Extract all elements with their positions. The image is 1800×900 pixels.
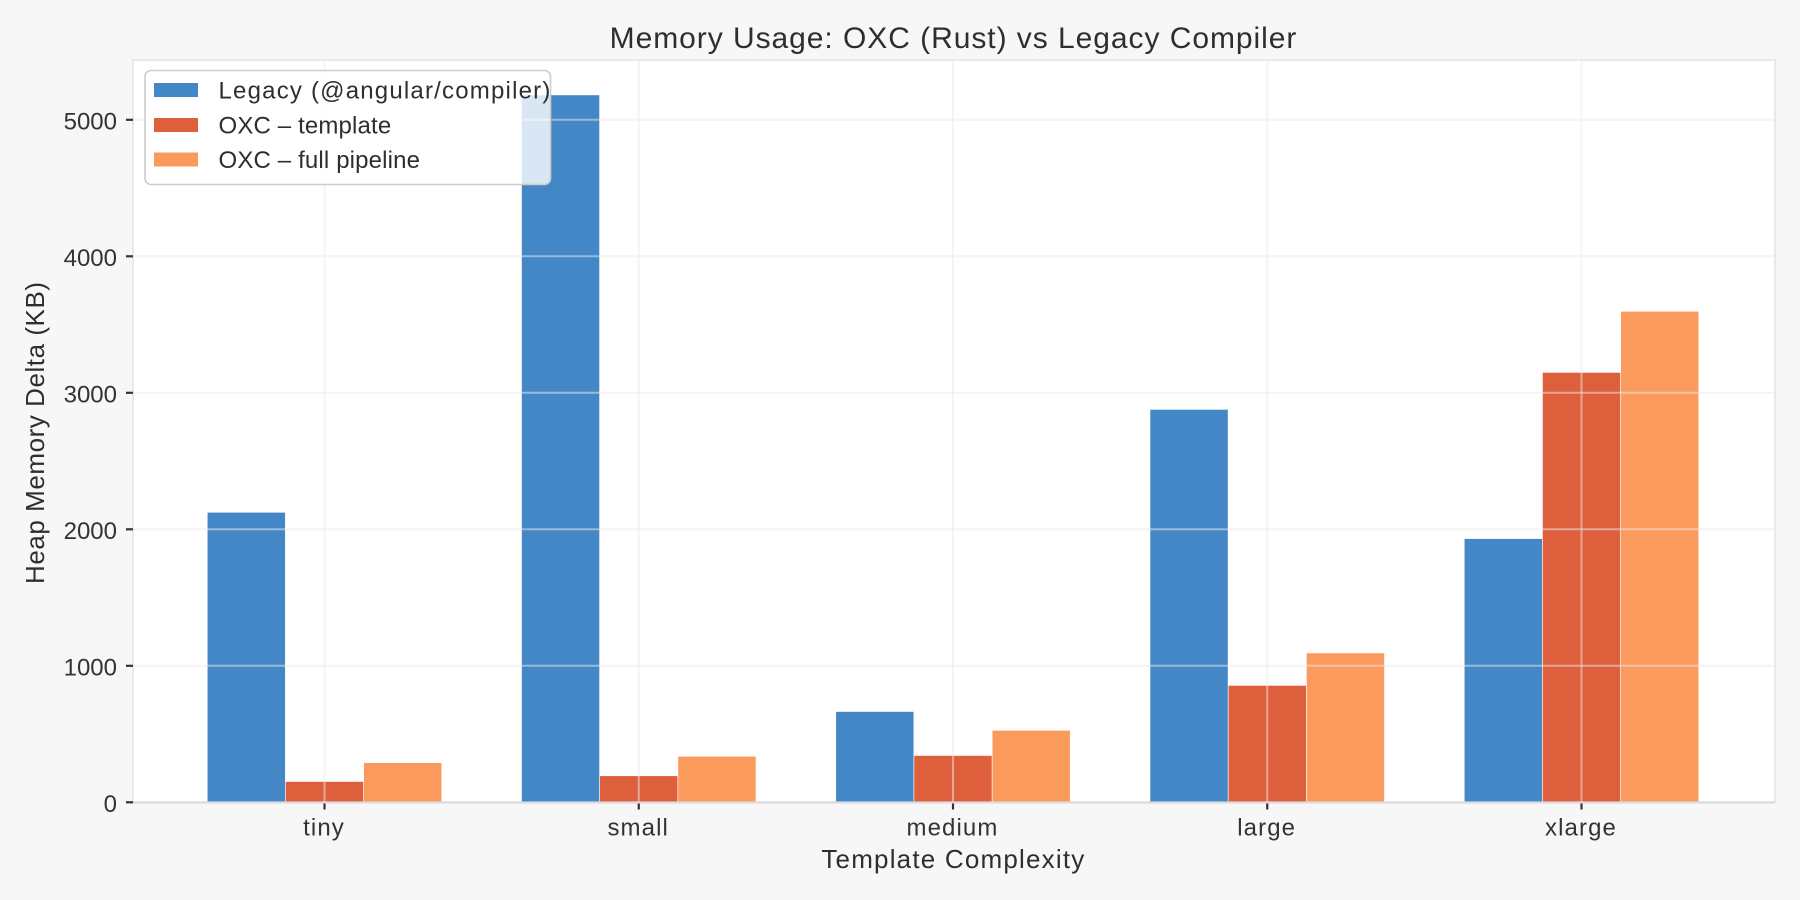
svg-text:OXC – full pipeline: OXC – full pipeline bbox=[219, 147, 421, 174]
svg-text:tiny: tiny bbox=[303, 815, 345, 842]
svg-text:medium: medium bbox=[907, 815, 999, 842]
svg-text:5000: 5000 bbox=[64, 109, 117, 136]
svg-text:large: large bbox=[1237, 815, 1296, 842]
svg-text:OXC – template: OXC – template bbox=[219, 113, 392, 140]
svg-text:2000: 2000 bbox=[64, 518, 117, 545]
svg-text:0: 0 bbox=[104, 791, 117, 818]
svg-text:xlarge: xlarge bbox=[1545, 815, 1617, 842]
svg-text:1000: 1000 bbox=[64, 655, 117, 682]
svg-text:3000: 3000 bbox=[64, 382, 117, 409]
svg-text:Heap Memory Delta (KB): Heap Memory Delta (KB) bbox=[20, 281, 50, 584]
svg-text:Template Complexity: Template Complexity bbox=[821, 844, 1085, 874]
svg-text:4000: 4000 bbox=[64, 245, 117, 272]
svg-text:Memory Usage: OXC (Rust) vs Le: Memory Usage: OXC (Rust) vs Legacy Compi… bbox=[610, 22, 1298, 55]
svg-text:small: small bbox=[607, 815, 669, 842]
svg-text:Legacy (@angular/compiler): Legacy (@angular/compiler) bbox=[219, 77, 552, 104]
